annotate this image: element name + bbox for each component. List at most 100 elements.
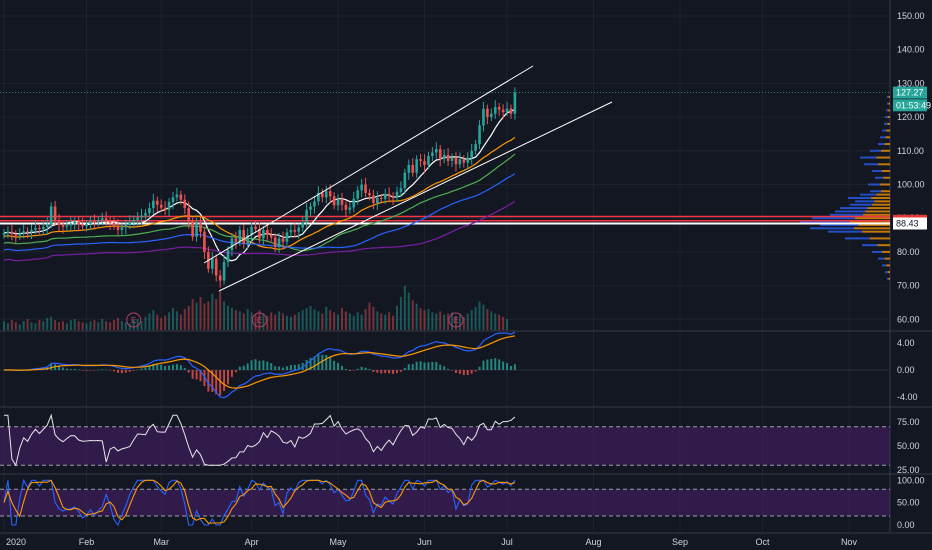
candle-body-6 (26, 231, 29, 233)
macd-hist-bar-95 (376, 370, 379, 373)
volume-profile-bar-down-2 (886, 264, 890, 267)
volume-profile-bar-up-24 (860, 156, 877, 159)
macd-hist-bar-48 (191, 370, 194, 379)
x-axis-tick-9: Oct (755, 537, 770, 547)
macd-hist-bar-114 (451, 370, 454, 371)
candle-body-35 (140, 215, 143, 218)
macd-hist-bar-31 (124, 370, 127, 373)
candle-body-112 (442, 154, 446, 160)
macd-hist-bar-42 (168, 365, 171, 370)
volume-profile-bar-up-8 (810, 227, 854, 230)
volume-bar-81 (321, 313, 324, 330)
candle-body-81 (321, 192, 324, 198)
macd-hist-bar-111 (439, 364, 442, 370)
candle-body-69 (273, 237, 277, 247)
candle-body-28 (112, 222, 116, 226)
macd-hist-bar-113 (447, 368, 450, 370)
rsi-band (0, 426, 890, 466)
candle-body-12 (49, 206, 53, 225)
macd-hist-bar-46 (183, 367, 186, 370)
macd-hist-bar-19 (77, 369, 80, 371)
candle-body-80 (317, 192, 320, 202)
volume-bar-67 (266, 315, 269, 330)
price-axis-tick-2: 130.00 (897, 78, 925, 88)
volume-bar-23 (93, 320, 96, 330)
volume-profile-bar-down-1 (887, 271, 890, 274)
volume-bar-59 (234, 310, 237, 330)
candle-body-26 (104, 218, 108, 221)
volume-bar-11 (46, 317, 49, 330)
candle-body-90 (356, 190, 359, 199)
candle-body-78 (309, 206, 312, 210)
volume-bar-10 (42, 321, 45, 330)
volume-bar-127 (502, 316, 505, 330)
candle-body-118 (466, 157, 470, 163)
macd-hist-bar-21 (85, 370, 88, 371)
candle-body-30 (120, 227, 124, 230)
candle-body-115 (454, 157, 458, 165)
macd-hist-bar-121 (478, 366, 481, 370)
candle-body-21 (85, 223, 88, 227)
candle-body-29 (116, 225, 120, 230)
stochastic-axis-tick-1: 50.00 (897, 498, 920, 508)
volume-bar-53 (211, 293, 214, 330)
trendline-upper (203, 65, 534, 264)
earnings-marker-2 (448, 312, 464, 328)
macd-hist-bar-129 (509, 366, 512, 370)
volume-bar-77 (305, 308, 308, 330)
candle-body-37 (148, 208, 151, 214)
volume-bar-75 (297, 312, 300, 330)
candle-body-22 (89, 221, 92, 224)
volume-profile-bar-down-30 (887, 116, 890, 119)
macd-hist-bar-75 (297, 364, 300, 370)
candle-body-72 (285, 232, 289, 242)
volume-profile-bar-up-18 (860, 193, 877, 196)
volume-bar-63 (250, 312, 253, 330)
candle-body-16 (65, 225, 69, 227)
volume-bar-70 (278, 311, 281, 330)
volume-bar-17 (69, 320, 72, 330)
macd-signal-line (4, 335, 516, 389)
earnings-marker-label-0: E (131, 316, 136, 325)
candle-body-121 (478, 125, 481, 145)
volume-profile-bar-down-31 (888, 109, 890, 112)
volume-bar-4 (18, 324, 21, 330)
candle-body-93 (368, 192, 371, 196)
candle-body-44 (175, 194, 179, 198)
volume-profile-bar-up-12 (830, 213, 863, 216)
candle-body-97 (383, 193, 387, 199)
macd-hist-bar-74 (293, 364, 296, 370)
macd-axis-tick-1: 0.00 (897, 365, 915, 375)
candle-body-124 (490, 113, 493, 118)
volume-bar-128 (506, 319, 509, 330)
candle-body-42 (167, 202, 171, 210)
x-axis-tick-1: Feb (79, 537, 95, 547)
volume-profile-bar-down-23 (878, 163, 890, 166)
candle-body-130 (513, 92, 517, 114)
volume-bar-37 (148, 313, 151, 330)
volume-bar-103 (407, 292, 410, 330)
macd-hist-bar-69 (274, 366, 277, 370)
price-axis-tick-3: 120.00 (897, 112, 925, 122)
volume-bar-99 (392, 315, 395, 330)
macd-hist-bar-107 (423, 362, 426, 370)
price-tag-box-1 (893, 99, 927, 112)
macd-hist-bar-125 (494, 358, 497, 370)
candle-body-56 (222, 262, 226, 281)
earnings-marker-0 (126, 312, 142, 328)
candle-body-107 (423, 160, 426, 165)
candle-body-43 (171, 197, 175, 203)
candle-body-18 (73, 221, 77, 224)
x-axis-tick-6: Jul (501, 537, 513, 547)
volume-bar-14 (58, 322, 61, 330)
volume-bar-15 (61, 321, 64, 330)
macd-hist-bar-12 (50, 363, 53, 370)
volume-profile-bar-up-7 (828, 230, 863, 233)
volume-profile-bar-down-10 (849, 220, 890, 223)
macd-hist-bar-94 (372, 370, 375, 372)
price-axis-tick-5: 100.00 (897, 180, 925, 190)
macd-hist-bar-102 (403, 367, 406, 370)
candle-body-49 (195, 223, 198, 237)
volume-bar-112 (443, 314, 446, 330)
